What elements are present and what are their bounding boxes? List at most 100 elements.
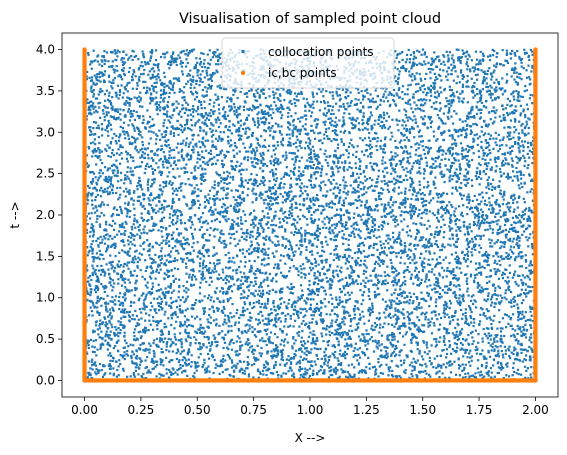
collocation-point [473,134,476,137]
collocation-point [282,175,285,178]
collocation-point [237,321,240,324]
collocation-point [308,289,311,292]
collocation-point [89,142,93,145]
collocation-point [299,208,302,212]
collocation-point [167,160,170,163]
collocation-point [154,103,157,106]
collocation-point [520,124,523,127]
collocation-point [247,294,250,298]
collocation-point [393,190,396,193]
collocation-point [438,147,441,150]
collocation-point [203,244,206,247]
collocation-point [176,259,179,262]
collocation-point [205,268,209,271]
collocation-point [252,222,255,226]
collocation-point [489,338,492,341]
collocation-point [288,108,291,111]
collocation-point [476,367,479,370]
collocation-point [364,127,367,130]
collocation-point [321,259,324,262]
collocation-point [251,164,254,167]
collocation-point [362,279,365,282]
collocation-point [433,324,436,327]
collocation-point [507,375,511,378]
collocation-point [296,149,300,152]
collocation-point [201,267,205,270]
collocation-point [109,359,112,362]
collocation-point [238,164,241,168]
collocation-point [438,340,441,343]
collocation-point [103,270,106,273]
collocation-point [198,342,202,345]
collocation-point [413,360,416,363]
collocation-point [160,219,163,223]
collocation-point [448,176,451,179]
collocation-point [276,235,279,238]
collocation-point [454,326,457,330]
collocation-point [140,216,143,220]
collocation-point [299,311,302,314]
collocation-point [318,255,321,258]
collocation-point [229,225,232,228]
collocation-point [514,221,517,225]
collocation-point [331,167,334,170]
collocation-point [375,107,378,110]
collocation-point [103,50,106,53]
collocation-point [165,301,168,304]
collocation-point [106,203,109,207]
collocation-point [341,123,345,127]
collocation-point [498,167,502,171]
collocation-point [391,271,394,274]
collocation-point [449,352,453,355]
collocation-point [417,191,420,194]
collocation-point [407,48,410,52]
collocation-point [509,57,513,60]
collocation-point [395,255,398,258]
collocation-point [445,275,448,278]
collocation-point [255,301,258,304]
collocation-point [138,75,141,79]
collocation-point [136,99,139,102]
collocation-point [384,300,387,303]
collocation-point [189,259,192,262]
collocation-point [429,67,432,71]
collocation-point [277,318,280,321]
collocation-point [270,155,273,158]
collocation-point [142,52,145,56]
collocation-point [105,149,108,152]
collocation-point [522,197,525,200]
collocation-point [124,277,127,280]
collocation-point [315,260,318,263]
collocation-point [444,157,447,161]
collocation-point [487,132,490,136]
collocation-point [147,142,151,145]
collocation-point [169,180,172,183]
collocation-point [478,271,481,274]
collocation-point [182,107,185,110]
collocation-point [225,193,228,196]
collocation-point [383,179,386,183]
collocation-point [197,113,200,116]
collocation-point [182,96,186,99]
collocation-point [468,223,471,226]
collocation-point [483,152,487,155]
collocation-point [239,124,242,127]
collocation-point [260,249,263,252]
collocation-point [236,268,239,271]
collocation-point [299,172,303,175]
collocation-point [185,58,188,61]
collocation-point [398,180,401,183]
collocation-point [475,133,478,136]
collocation-point [515,256,518,259]
collocation-point [398,70,401,73]
collocation-point [459,342,463,345]
collocation-point [288,101,291,104]
collocation-point [138,258,141,261]
collocation-point [365,199,368,202]
collocation-point [196,241,199,244]
collocation-point [279,298,282,301]
collocation-point [471,342,474,346]
collocation-point [115,117,119,120]
collocation-point [495,62,499,65]
collocation-point [222,300,225,304]
